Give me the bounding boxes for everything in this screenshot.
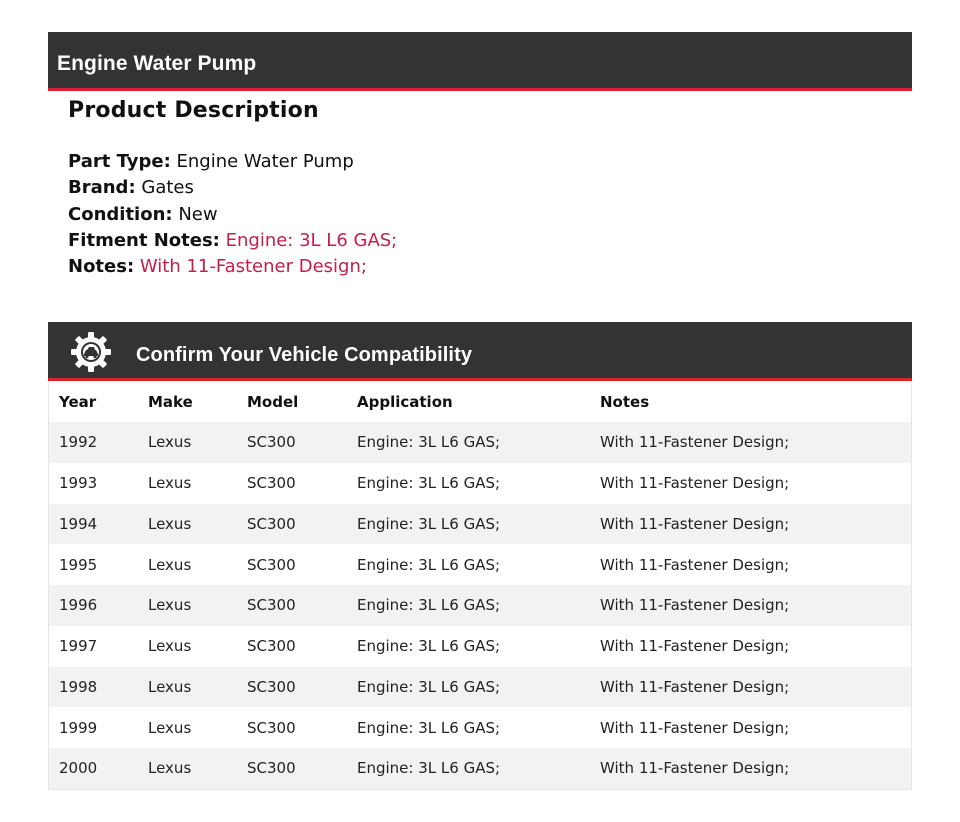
cell-notes: With 11-Fastener Design; xyxy=(590,544,912,585)
compatibility-table: Year Make Model Application Notes 1992 Le… xyxy=(48,381,912,790)
cell-make: Lexus xyxy=(138,585,237,626)
description-field-value: Engine: 3L L6 GAS; xyxy=(225,229,398,251)
table-row: 1996 Lexus SC300 Engine: 3L L6 GAS; With 11-… xyxy=(48,585,912,626)
description-field: Brand: Gates xyxy=(68,175,868,201)
cell-make: Lexus xyxy=(138,666,237,708)
cell-application: Engine: 3L L6 GAS; xyxy=(347,585,590,626)
description-field-label: Part Type: xyxy=(68,151,171,172)
product-title-bar: Engine Water Pump xyxy=(48,32,912,91)
compatibility-title: Confirm Your Vehicle Compatibility xyxy=(136,344,473,366)
description-field: Part Type: Engine Water Pump xyxy=(68,149,868,175)
table-header-row: Year Make Model Application Notes xyxy=(49,381,912,422)
cell-application: Engine: 3L L6 GAS; xyxy=(347,707,590,748)
cell-application: Engine: 3L L6 GAS; xyxy=(347,666,590,708)
description-heading: Product Description xyxy=(68,98,319,123)
cell-make: Lexus xyxy=(138,748,237,790)
cell-notes: With 11-Fastener Design; xyxy=(590,666,912,708)
table-row: 2000 Lexus SC300 Engine: 3L L6 GAS; With 11-… xyxy=(48,748,912,790)
gear-car-icon xyxy=(70,331,112,373)
cell-model: SC300 xyxy=(237,422,347,463)
cell-model: SC300 xyxy=(237,666,347,708)
cell-notes: With 11-Fastener Design; xyxy=(590,422,912,463)
cell-notes: With 11-Fastener Design; xyxy=(590,625,912,667)
description-field: Notes: With 11-Fastener Design; xyxy=(68,254,868,280)
cell-make: Lexus xyxy=(138,707,237,748)
description-field-value: New xyxy=(178,203,218,225)
table-row: 1993 Lexus SC300 Engine: 3L L6 GAS; With 11-… xyxy=(48,462,912,504)
cell-model: SC300 xyxy=(237,462,347,504)
cell-model: SC300 xyxy=(237,625,347,667)
product-title: Engine Water Pump xyxy=(57,52,257,75)
description-field-label: Fitment Notes: xyxy=(68,229,220,251)
cell-application: Engine: 3L L6 GAS; xyxy=(347,422,590,463)
cell-notes: With 11-Fastener Design; xyxy=(590,462,912,504)
cell-notes: With 11-Fastener Design; xyxy=(590,503,912,545)
cell-notes: With 11-Fastener Design; xyxy=(590,707,912,748)
cell-make: Lexus xyxy=(138,422,237,463)
column-header-notes: Notes xyxy=(600,392,650,411)
cell-year: 1997 xyxy=(48,625,138,667)
cell-notes: With 11-Fastener Design; xyxy=(590,748,912,790)
product-description: Product Description Part Type: Engine Wa… xyxy=(68,96,868,280)
cell-model: SC300 xyxy=(237,585,347,626)
cell-year: 1998 xyxy=(48,666,138,708)
cell-year: 1993 xyxy=(48,462,138,504)
cell-year: 1999 xyxy=(48,707,138,748)
cell-year: 1996 xyxy=(48,585,138,626)
cell-application: Engine: 3L L6 GAS; xyxy=(347,544,590,585)
cell-make: Lexus xyxy=(138,544,237,585)
table-row: 1992 Lexus SC300 Engine: 3L L6 GAS; With 11-… xyxy=(48,422,912,463)
cell-year: 1994 xyxy=(48,503,138,545)
cell-year: 2000 xyxy=(48,748,138,790)
description-field-label: Condition: xyxy=(68,203,173,225)
description-field-label: Brand: xyxy=(68,177,136,199)
cell-application: Engine: 3L L6 GAS; xyxy=(347,625,590,667)
cell-model: SC300 xyxy=(237,503,347,545)
table-row: 1994 Lexus SC300 Engine: 3L L6 GAS; With 11-… xyxy=(48,503,912,545)
table-row: 1999 Lexus SC300 Engine: 3L L6 GAS; With 11-… xyxy=(48,707,912,748)
description-field: Condition: New xyxy=(68,202,868,228)
column-header-year: Year xyxy=(59,392,97,411)
column-header-make: Make xyxy=(148,392,193,411)
description-field-value: Gates xyxy=(141,177,194,199)
cell-make: Lexus xyxy=(138,503,237,545)
column-header-application: Application xyxy=(357,392,453,411)
table-row: 1997 Lexus SC300 Engine: 3L L6 GAS; With 11-… xyxy=(48,625,912,667)
cell-make: Lexus xyxy=(138,625,237,667)
cell-model: SC300 xyxy=(237,748,347,790)
description-field-label: Notes: xyxy=(68,256,135,278)
cell-application: Engine: 3L L6 GAS; xyxy=(347,748,590,790)
cell-year: 1995 xyxy=(48,544,138,585)
table-body: 1992 Lexus SC300 Engine: 3L L6 GAS; With 11-… xyxy=(48,422,912,790)
compatibility-title-bar: Confirm Your Vehicle Compatibility xyxy=(48,322,912,381)
table-row: 1995 Lexus SC300 Engine: 3L L6 GAS; With 11-… xyxy=(48,544,912,585)
cell-notes: With 11-Fastener Design; xyxy=(590,585,912,626)
table-row: 1998 Lexus SC300 Engine: 3L L6 GAS; With 11-… xyxy=(48,666,912,708)
description-field: Fitment Notes: Engine: 3L L6 GAS; xyxy=(68,228,868,254)
cell-year: 1992 xyxy=(48,422,138,463)
cell-model: SC300 xyxy=(237,707,347,748)
description-field-value: With 11-Fastener Design; xyxy=(139,256,367,278)
cell-application: Engine: 3L L6 GAS; xyxy=(347,462,590,504)
cell-model: SC300 xyxy=(237,544,347,585)
description-fields: Part Type: Engine Water Pump Brand: Gates… xyxy=(68,149,868,280)
description-field-value: Engine Water Pump xyxy=(176,151,354,172)
cell-application: Engine: 3L L6 GAS; xyxy=(347,503,590,545)
column-header-model: Model xyxy=(247,392,299,411)
cell-make: Lexus xyxy=(138,462,237,504)
